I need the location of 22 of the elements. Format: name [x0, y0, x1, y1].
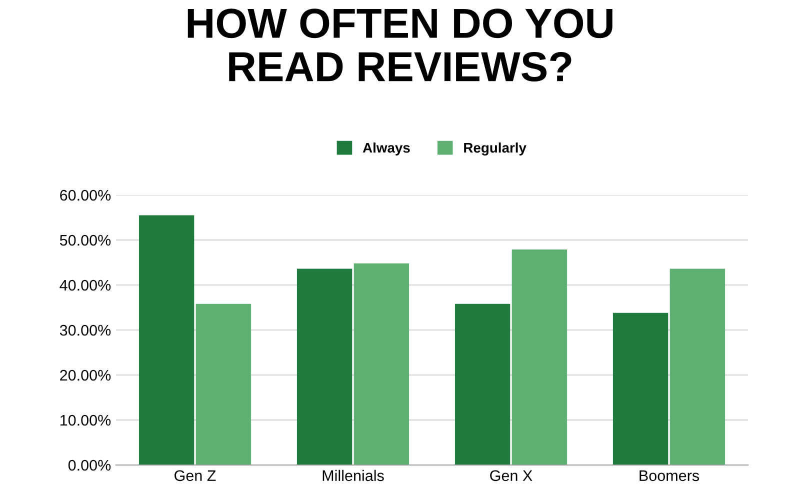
x-tick-label: Gen X	[490, 470, 532, 482]
chart-title: HOW OFTEN DO YOU READ REVIEWS?	[188, 8, 612, 82]
bar	[354, 263, 410, 465]
bar	[196, 304, 252, 465]
y-tick-label: 50.00%	[60, 234, 111, 246]
bar	[512, 249, 568, 465]
y-tick-label: 0.00%	[68, 460, 111, 471]
x-tick-label: Millenials	[322, 470, 384, 482]
y-tick-label: 40.00%	[60, 280, 111, 291]
bar	[612, 312, 668, 465]
bar	[454, 304, 510, 465]
x-tick-label: Boomers	[640, 470, 700, 482]
bar	[296, 268, 352, 465]
y-tick-label: 60.00%	[60, 190, 111, 201]
y-tick-label: 10.00%	[60, 414, 111, 426]
bar	[670, 268, 726, 465]
y-tick-label: 30.00%	[60, 324, 111, 336]
bar	[138, 215, 194, 465]
legend-label: Always	[362, 142, 410, 156]
y-tick-label: 20.00%	[60, 370, 111, 381]
x-tick-label: Gen Z	[174, 470, 216, 482]
legend-label: Regularly	[464, 142, 526, 156]
